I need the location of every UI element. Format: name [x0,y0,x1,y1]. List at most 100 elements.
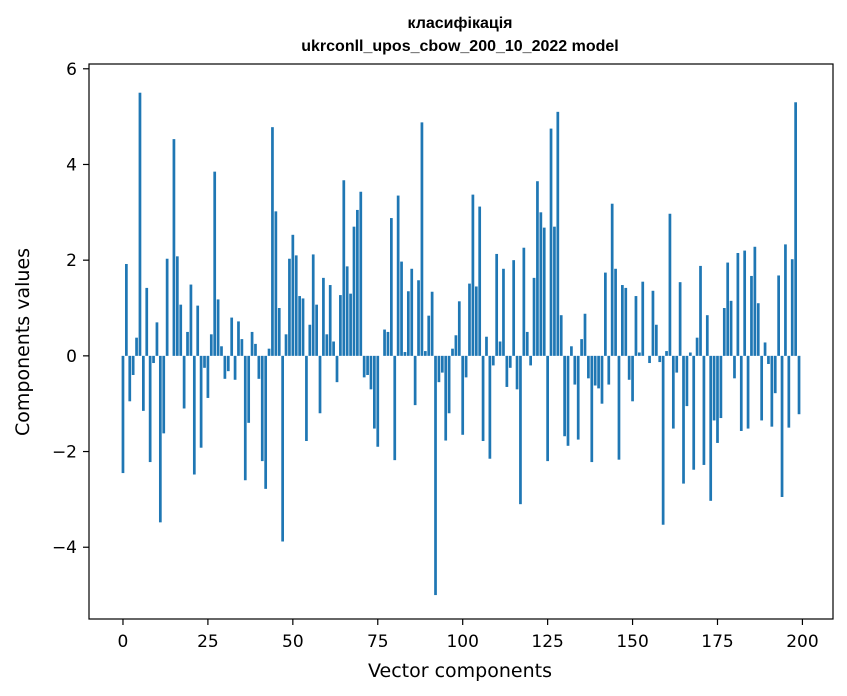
bar-149 [627,355,631,380]
bar-51 [294,255,298,356]
bar-3 [131,355,135,375]
bar-187 [756,303,760,356]
bar-147 [621,285,624,356]
bar-60 [325,334,329,356]
bar-86 [413,355,417,406]
bar-136 [583,313,587,356]
bar-121 [532,277,536,356]
y-tick-label: 4 [66,155,77,175]
bar-183 [743,250,747,356]
bar-135 [580,339,583,356]
bar-2 [128,355,132,402]
y-tick-label: 2 [66,251,77,271]
bar-162 [671,355,675,429]
bar-28 [216,299,220,356]
bar-series [121,92,801,596]
bar-84 [406,291,410,356]
bar-161 [668,213,672,356]
y-tick-label: 6 [66,60,77,80]
bar-188 [760,355,764,421]
bar-195 [784,244,787,356]
bar-45 [274,211,278,356]
bar-36 [243,355,247,481]
bar-43 [267,348,271,356]
bar-186 [753,246,757,356]
bar-192 [773,355,777,394]
bar-169 [695,337,699,356]
bar-176 [719,355,723,419]
bar-5 [138,92,142,356]
bar-92 [434,355,437,596]
bar-17 [179,304,183,356]
bar-153 [641,281,645,356]
x-tick-label: 100 [446,632,478,652]
bar-175 [716,355,719,443]
bar-108 [488,355,492,459]
bar-58 [318,355,322,414]
bar-173 [709,355,713,501]
bar-78 [386,331,390,356]
x-tick-label: 50 [282,632,304,652]
bar-160 [665,351,668,356]
bar-88 [420,122,424,356]
bar-42 [264,355,268,489]
bar-141 [600,355,604,404]
bar-129 [559,315,563,356]
bar-131 [566,355,570,446]
bar-9 [152,355,155,364]
bar-90 [427,315,431,356]
bar-0 [121,355,125,474]
bar-142 [604,272,607,356]
bar-164 [678,282,682,356]
bar-110 [495,253,499,356]
bar-67 [349,293,352,356]
bar-81 [396,195,400,356]
bar-38 [250,331,254,356]
bar-184 [746,355,750,429]
bar-198 [794,102,797,356]
bar-97 [451,348,454,356]
bar-111 [498,341,502,356]
bar-21 [192,355,196,475]
y-tick-label: −4 [52,538,77,558]
bar-74 [373,355,376,429]
bar-24 [203,355,206,368]
bar-64 [339,295,342,356]
bar-26 [209,334,213,356]
bar-119 [525,331,529,356]
bar-189 [763,342,767,356]
bar-102 [468,283,471,356]
bar-100 [461,355,465,435]
bar-180 [733,355,736,379]
bar-146 [617,355,621,460]
bar-50 [291,234,295,356]
x-tick-label: 150 [616,632,648,652]
bar-109 [491,355,495,366]
bar-54 [305,355,308,442]
bar-114 [508,355,512,368]
bar-39 [254,343,257,356]
bar-112 [502,268,505,356]
bar-1 [125,263,128,356]
bar-182 [739,355,743,431]
bar-93 [437,355,441,383]
bar-194 [780,355,784,497]
bar-103 [471,194,475,356]
y-axis: −4 −2 0 2 4 6 [52,60,89,558]
bar-139 [593,355,597,386]
bar-41 [260,355,264,462]
x-axis: 0 25 50 75 100 125 150 175 200 [118,619,819,652]
bar-6 [142,355,145,411]
bar-19 [186,331,189,356]
bar-124 [542,227,546,356]
bar-65 [342,180,346,356]
bar-123 [539,212,543,356]
bar-59 [322,277,325,356]
bar-30 [223,355,227,379]
bar-178 [726,262,730,356]
x-tick-label: 175 [701,632,733,652]
bar-10 [155,322,159,356]
bar-52 [298,296,301,356]
bar-177 [722,308,726,356]
bar-29 [220,346,223,356]
